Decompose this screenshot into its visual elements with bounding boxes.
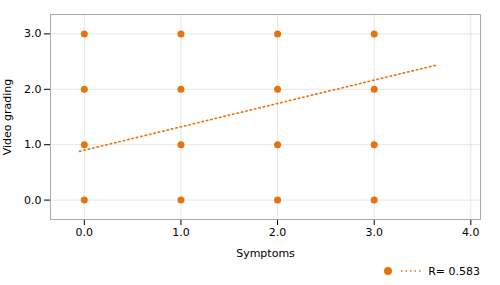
svg-text:3.0: 3.0 bbox=[24, 27, 42, 40]
svg-text:Symptoms: Symptoms bbox=[236, 247, 295, 260]
svg-text:4.0: 4.0 bbox=[462, 226, 480, 239]
svg-text:0.0: 0.0 bbox=[24, 194, 42, 207]
svg-text:3.0: 3.0 bbox=[365, 226, 383, 239]
html-text:R= 0.583: R= 0.583 bbox=[428, 264, 480, 278]
svg-text:1.0: 1.0 bbox=[24, 138, 42, 151]
svg-text:Video grading: Video grading bbox=[1, 79, 14, 156]
svg-text:2.0: 2.0 bbox=[24, 83, 42, 96]
svg-text:2.0: 2.0 bbox=[269, 226, 287, 239]
svg-text:0.0: 0.0 bbox=[76, 226, 94, 239]
svg-text:1.0: 1.0 bbox=[172, 226, 190, 239]
